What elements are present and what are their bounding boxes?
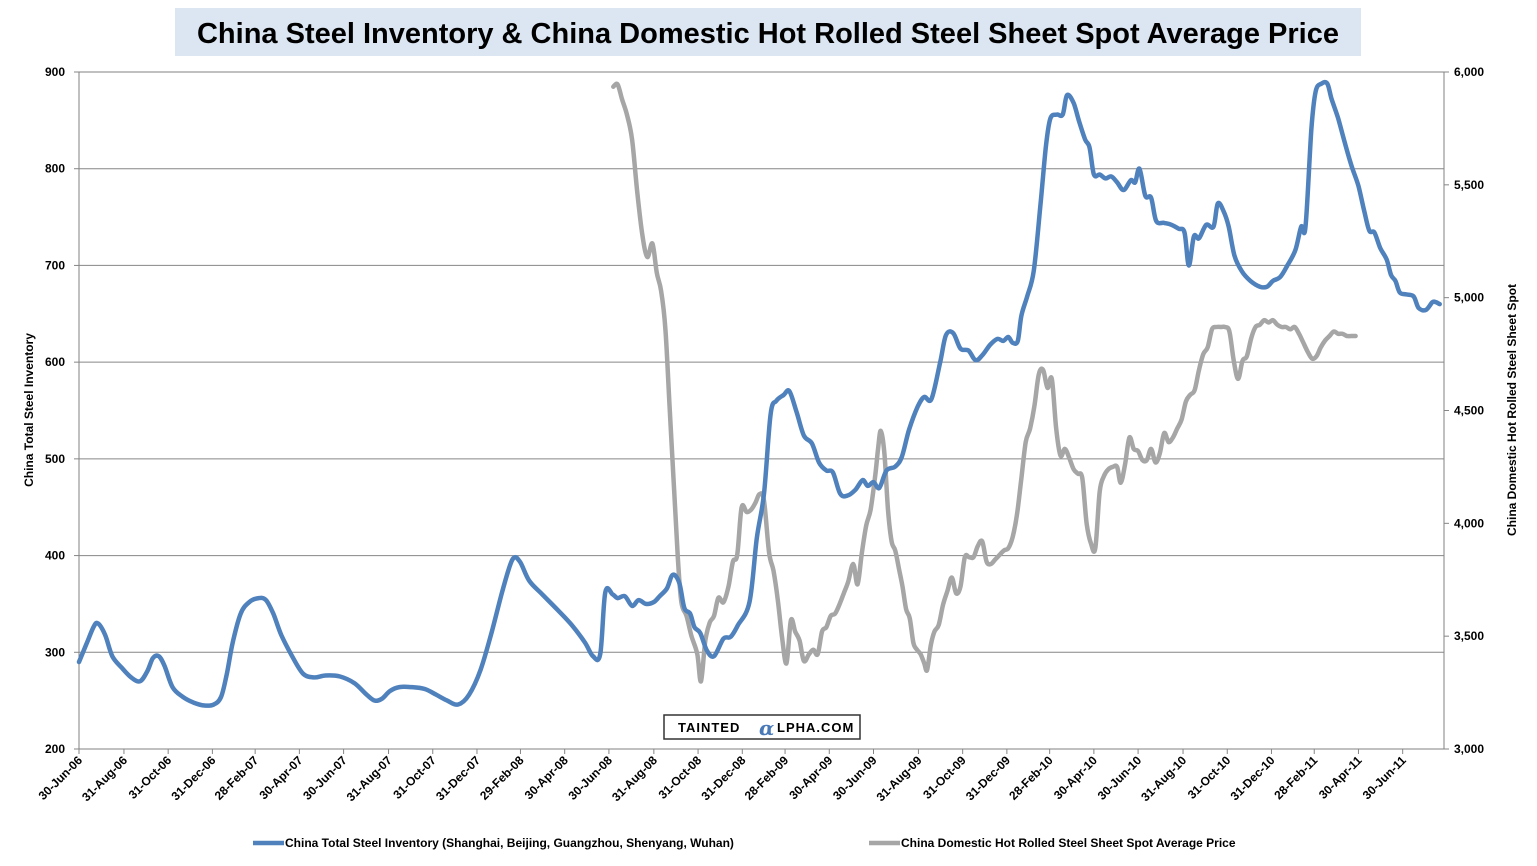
legend-label-price: China Domestic Hot Rolled Steel Sheet Sp… (901, 836, 1236, 850)
x-tick-label: 30-Jun-07 (300, 753, 350, 803)
x-tick-label: 31-Oct-06 (126, 753, 175, 802)
watermark-frame (663, 714, 861, 740)
x-tick-label: 30-Jun-11 (1360, 753, 1409, 802)
x-tick-label: 28-Feb-07 (212, 753, 262, 803)
x-axis-ticks: 30-Jun-0631-Aug-0631-Oct-0631-Dec-0628-F… (36, 749, 1409, 804)
x-tick-label: 30-Jun-09 (830, 753, 880, 803)
right-tick-label: 3,500 (1454, 629, 1484, 643)
x-tick-label: 30-Jun-06 (36, 753, 86, 803)
x-tick-label: 31-Aug-08 (609, 753, 660, 804)
plot-area (78, 71, 1445, 750)
x-tick-label: 28-Feb-10 (1006, 753, 1056, 803)
left-tick-label: 800 (45, 162, 65, 176)
right-tick-label: 3,000 (1454, 742, 1484, 756)
right-tick-label: 5,500 (1454, 178, 1484, 192)
x-tick-label: 29-Feb-08 (477, 753, 527, 803)
left-tick-label: 700 (45, 258, 65, 272)
series-line-price (611, 81, 1358, 684)
legend: China Total Steel Inventory (Shanghai, B… (253, 836, 1236, 850)
left-tick-label: 900 (45, 65, 65, 79)
x-tick-label: 31-Aug-06 (79, 753, 130, 804)
left-axis-title: China Total Steel Inventory (22, 333, 36, 487)
left-tick-label: 300 (45, 645, 65, 659)
left-tick-label: 400 (45, 549, 65, 563)
gridlines (79, 168, 1444, 653)
chart-title: China Steel Inventory & China Domestic H… (197, 18, 1339, 50)
left-tick-label: 500 (45, 452, 65, 466)
right-tick-label: 5,000 (1454, 291, 1484, 305)
x-tick-label: 31-Aug-10 (1138, 753, 1189, 804)
x-tick-label: 31-Aug-07 (344, 753, 395, 804)
x-tick-label: 30-Apr-08 (522, 753, 571, 802)
watermark-prefix: TAINTED (678, 720, 740, 735)
x-tick-label: 30-Apr-09 (786, 753, 835, 802)
watermark-suffix: LPHA.COM (777, 720, 854, 735)
chart-title-background (175, 8, 1361, 56)
x-tick-label: 28-Feb-09 (742, 753, 792, 803)
x-tick-label: 31-Aug-09 (874, 753, 925, 804)
series-line-inventory (76, 79, 1442, 708)
right-axis-ticks: 3,000 3,500 4,000 4,500 5,000 5,500 6,000 (1444, 65, 1484, 756)
x-tick-label: 30-Jun-10 (1095, 753, 1145, 803)
x-tick-label: 31-Oct-07 (390, 753, 439, 802)
watermark-alpha: α (759, 716, 774, 740)
left-tick-label: 600 (45, 355, 65, 369)
legend-label-inventory: China Total Steel Inventory (Shanghai, B… (285, 836, 734, 850)
x-tick-label: 31-Oct-10 (1185, 753, 1234, 802)
right-tick-label: 6,000 (1454, 65, 1484, 79)
right-tick-label: 4,500 (1454, 404, 1484, 418)
right-axis-title: China Domestic Hot Rolled Steel Sheet Sp… (1505, 284, 1519, 536)
x-tick-label: 31-Dec-10 (1228, 753, 1278, 803)
x-tick-label: 31-Oct-09 (920, 753, 969, 802)
x-tick-label: 31-Dec-06 (169, 753, 219, 803)
right-tick-label: 4,000 (1454, 516, 1484, 530)
x-tick-label: 31-Dec-09 (963, 753, 1013, 803)
x-tick-label: 28-Feb-11 (1271, 753, 1320, 802)
x-tick-label: 30-Apr-07 (256, 753, 305, 802)
left-tick-label: 200 (45, 742, 65, 756)
x-tick-label: 31-Dec-08 (698, 753, 748, 803)
left-axis-ticks: 200 300 400 500 600 700 800 900 (45, 65, 79, 756)
watermark-logo: TAINTED α LPHA.COM (663, 714, 861, 740)
x-tick-label: 30-Apr-10 (1051, 753, 1100, 802)
x-tick-label: 31-Oct-08 (656, 753, 705, 802)
x-tick-label: 31-Dec-07 (433, 753, 483, 803)
x-tick-label: 30-Jun-08 (566, 753, 616, 803)
x-tick-label: 30-Apr-11 (1316, 753, 1365, 802)
